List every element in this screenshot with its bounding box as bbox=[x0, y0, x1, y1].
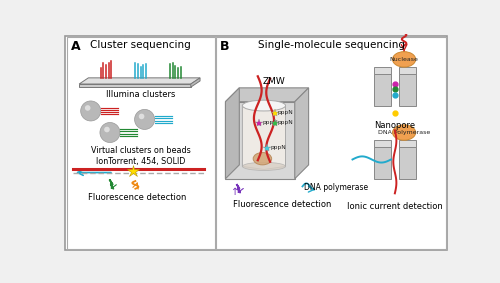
Polygon shape bbox=[295, 88, 308, 179]
Text: pppN: pppN bbox=[278, 110, 293, 115]
Text: ZMW: ZMW bbox=[262, 76, 285, 85]
Text: Cluster sequencing: Cluster sequencing bbox=[90, 40, 191, 50]
Text: pppN: pppN bbox=[262, 120, 278, 125]
Ellipse shape bbox=[242, 100, 286, 111]
Text: Ionic current detection: Ionic current detection bbox=[347, 202, 442, 211]
Bar bbox=[374, 67, 391, 74]
Text: Illumina clusters: Illumina clusters bbox=[106, 90, 176, 99]
Circle shape bbox=[100, 123, 120, 143]
Text: pppN: pppN bbox=[270, 145, 286, 151]
Polygon shape bbox=[79, 78, 200, 84]
Bar bbox=[226, 102, 295, 179]
Circle shape bbox=[134, 110, 154, 129]
Text: Fluorescence detection: Fluorescence detection bbox=[233, 200, 332, 209]
Bar bbox=[67, 37, 214, 249]
Bar bbox=[216, 37, 446, 249]
Circle shape bbox=[80, 101, 100, 121]
Ellipse shape bbox=[242, 162, 286, 170]
Text: DNA polymerase: DNA polymerase bbox=[304, 183, 368, 192]
Text: ↑: ↑ bbox=[232, 187, 239, 197]
Bar bbox=[374, 74, 391, 106]
Text: Fluorescence detection: Fluorescence detection bbox=[88, 193, 186, 202]
Bar bbox=[398, 147, 415, 179]
Polygon shape bbox=[242, 106, 286, 170]
Text: Virtual clusters on beads
IonTorrent, 454, SOLID: Virtual clusters on beads IonTorrent, 45… bbox=[91, 146, 190, 166]
Bar bbox=[398, 140, 415, 147]
Text: DNA Polymerase: DNA Polymerase bbox=[378, 130, 430, 135]
Text: Nanopore: Nanopore bbox=[374, 121, 416, 130]
Bar bbox=[398, 67, 415, 74]
Text: Single-molecule sequencing: Single-molecule sequencing bbox=[258, 40, 405, 50]
Circle shape bbox=[139, 113, 144, 119]
Bar bbox=[398, 74, 415, 106]
Text: A: A bbox=[70, 40, 81, 53]
Bar bbox=[374, 147, 391, 179]
Polygon shape bbox=[79, 84, 191, 87]
Polygon shape bbox=[226, 88, 308, 102]
Circle shape bbox=[85, 105, 90, 111]
Text: pppN: pppN bbox=[278, 120, 293, 125]
Text: B: B bbox=[220, 40, 230, 53]
Ellipse shape bbox=[253, 153, 272, 165]
Bar bbox=[374, 140, 391, 147]
Polygon shape bbox=[226, 88, 239, 179]
Ellipse shape bbox=[392, 125, 415, 140]
Circle shape bbox=[104, 127, 110, 132]
Polygon shape bbox=[191, 78, 200, 87]
Text: Nuclease: Nuclease bbox=[390, 57, 418, 62]
Ellipse shape bbox=[392, 52, 415, 67]
